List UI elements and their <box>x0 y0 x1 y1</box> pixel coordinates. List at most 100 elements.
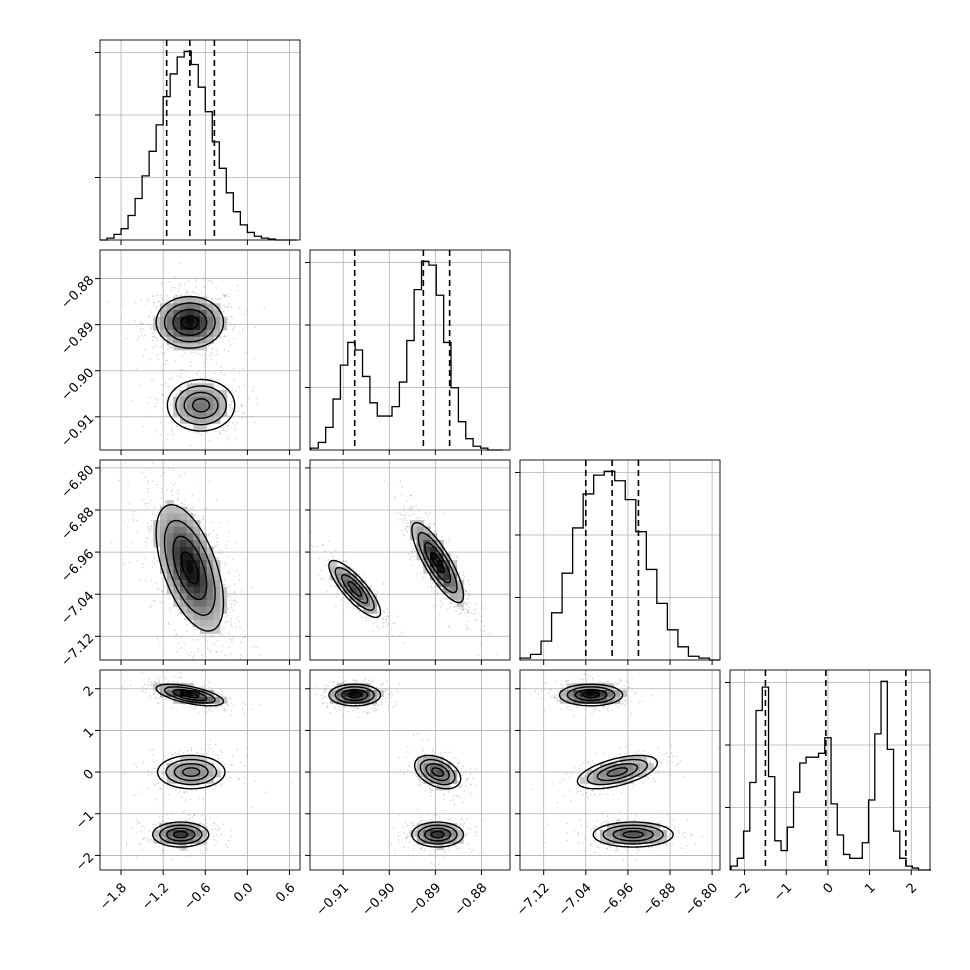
density-cell <box>206 323 214 331</box>
scatter-point <box>162 344 165 347</box>
scatter-point <box>429 523 431 525</box>
scatter-point <box>150 520 153 522</box>
scatter-point <box>244 703 247 706</box>
scatter-point <box>423 849 426 852</box>
scatter-point <box>230 315 233 318</box>
density-cell <box>200 343 208 351</box>
scatter-point <box>136 531 139 533</box>
scatter-point <box>399 480 402 483</box>
density-cell <box>456 593 464 601</box>
scatter-point <box>138 843 141 845</box>
density-cell <box>186 296 194 304</box>
scatter-point <box>215 534 218 536</box>
density-cell <box>213 390 221 398</box>
scatter-point <box>214 743 217 746</box>
density-cell <box>173 323 181 331</box>
density-cell <box>206 553 214 561</box>
scatter-point <box>408 514 411 517</box>
scatter-point <box>219 650 222 652</box>
scatter-point <box>142 328 144 331</box>
scatter-point <box>209 298 211 301</box>
scatter-point <box>361 616 363 618</box>
density-cell <box>206 586 214 594</box>
scatter-point <box>464 835 466 838</box>
scatter-point <box>414 773 417 775</box>
density-cell <box>166 303 174 311</box>
scatter-point <box>363 711 365 713</box>
scatter-point <box>406 530 408 533</box>
scatter-point <box>151 685 154 687</box>
scatter-point <box>170 760 172 762</box>
scatter-point <box>232 400 234 402</box>
scatter-point <box>205 353 207 356</box>
scatter-point <box>170 289 173 291</box>
density-cell <box>186 540 194 548</box>
scatter-point <box>226 595 229 597</box>
scatter-point <box>397 691 399 693</box>
scatter-point <box>174 360 177 362</box>
scatter-point <box>229 638 231 640</box>
density-cell <box>186 336 194 344</box>
scatter-point <box>468 606 471 609</box>
density-cell <box>173 506 181 514</box>
scatter-point <box>375 708 378 711</box>
scatter-point <box>446 608 449 610</box>
density-cell <box>200 600 208 608</box>
scatter-point <box>170 404 172 406</box>
scatter-point <box>156 782 159 784</box>
scatter-point <box>403 846 405 848</box>
scatter-point <box>154 681 157 684</box>
scatter-point <box>232 327 235 330</box>
scatter-point <box>365 681 368 684</box>
scatter-point <box>348 706 351 709</box>
density-cell <box>213 330 221 338</box>
scatter-point <box>216 640 219 642</box>
density-cell <box>206 303 214 311</box>
scatter-point <box>405 519 407 522</box>
scatter-point <box>166 438 168 441</box>
scatter-point <box>208 743 211 746</box>
scatter-point <box>470 828 472 830</box>
scatter-point <box>467 609 470 612</box>
scatter-point <box>465 785 468 787</box>
scatter-point <box>162 602 165 604</box>
scatter-point <box>466 608 469 611</box>
scatter-point <box>156 560 158 562</box>
scatter-point <box>216 537 218 539</box>
scatter-point <box>368 711 371 714</box>
scatter-point <box>166 488 168 491</box>
scatter-point <box>170 761 173 764</box>
scatter-point <box>185 791 188 793</box>
scatter-point <box>217 437 219 439</box>
scatter-point <box>412 513 415 515</box>
scatter-point <box>153 557 156 559</box>
scatter-point <box>325 702 328 705</box>
scatter-point <box>456 759 459 761</box>
scatter-point <box>319 569 322 572</box>
scatter-point <box>397 756 400 759</box>
scatter-point <box>170 812 172 814</box>
contour-line <box>172 308 208 337</box>
scatter-point <box>153 761 155 763</box>
scatter-point <box>163 385 165 387</box>
scatter-point <box>418 564 421 567</box>
scatter-point <box>364 580 367 583</box>
scatter-point <box>320 694 323 697</box>
scatter-point <box>412 564 414 567</box>
scatter-point <box>376 625 379 628</box>
density-cell <box>193 296 201 304</box>
scatter-point <box>469 772 472 775</box>
density-cell <box>213 566 221 574</box>
scatter-point <box>418 508 420 511</box>
scatter-point <box>243 713 246 715</box>
density-cell <box>186 526 194 534</box>
scatter-point <box>162 620 165 622</box>
scatter-point <box>224 563 227 566</box>
scatter-point <box>192 786 194 788</box>
scatter-point <box>399 512 401 515</box>
scatter-point <box>208 427 211 429</box>
scatter-point <box>224 306 226 308</box>
scatter-point <box>469 768 472 770</box>
scatter-point <box>406 769 409 771</box>
scatter-point <box>163 505 165 507</box>
